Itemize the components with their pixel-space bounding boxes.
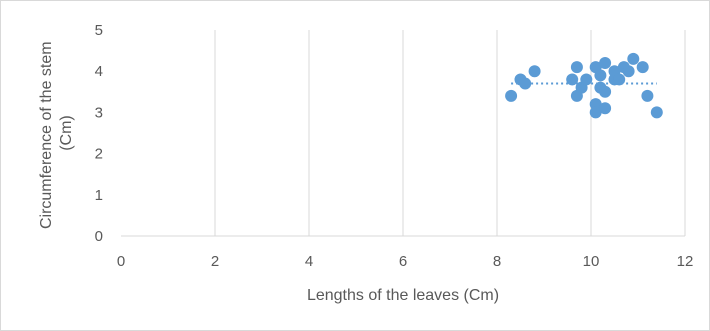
- y-tick-label-4: 4: [95, 63, 103, 80]
- x-tick-label-0: 0: [117, 253, 125, 270]
- y-tick-label-2: 2: [95, 146, 103, 163]
- data-point-25: [650, 106, 663, 119]
- data-point-4: [566, 73, 579, 86]
- data-point-24: [641, 89, 654, 102]
- data-point-21: [622, 65, 635, 78]
- y-tick-label-1: 1: [95, 187, 103, 204]
- x-tick-labels: 0 2 4 6 8 10 12: [117, 253, 694, 270]
- gridlines: [214, 30, 686, 236]
- data-point-23: [636, 61, 649, 74]
- x-tick-label-6: 12: [677, 253, 694, 270]
- x-tick-label-5: 10: [583, 253, 600, 270]
- data-point-16: [599, 102, 612, 115]
- y-axis-title-line-1: Circumference of the stem: [38, 41, 55, 229]
- y-axis-title-line-2: (Cm): [58, 115, 75, 151]
- x-tick-label-4: 8: [493, 253, 501, 270]
- data-point-11: [589, 106, 602, 119]
- x-tick-label-2: 4: [305, 253, 313, 270]
- y-tick-labels: 0 1 2 3 4 5: [95, 22, 103, 245]
- y-axis-title: Circumference of the stem (Cm): [38, 37, 75, 229]
- data-point-15: [599, 85, 612, 98]
- data-point-5: [570, 61, 583, 74]
- data-point-0: [505, 89, 518, 102]
- x-tick-label-1: 2: [211, 253, 219, 270]
- data-point-12: [594, 69, 607, 82]
- data-points: [505, 52, 663, 119]
- data-point-8: [580, 73, 593, 86]
- data-point-3: [528, 65, 541, 78]
- data-point-22: [627, 52, 640, 65]
- x-axis-title: Lengths of the leaves (Cm): [307, 287, 499, 304]
- data-point-19: [613, 73, 626, 86]
- y-tick-label-0: 0: [95, 228, 103, 245]
- data-point-2: [519, 77, 532, 90]
- x-tick-label-3: 6: [399, 253, 407, 270]
- data-point-14: [599, 56, 612, 69]
- data-point-10: [589, 98, 602, 111]
- y-tick-label-5: 5: [95, 22, 103, 39]
- y-tick-label-3: 3: [95, 104, 103, 121]
